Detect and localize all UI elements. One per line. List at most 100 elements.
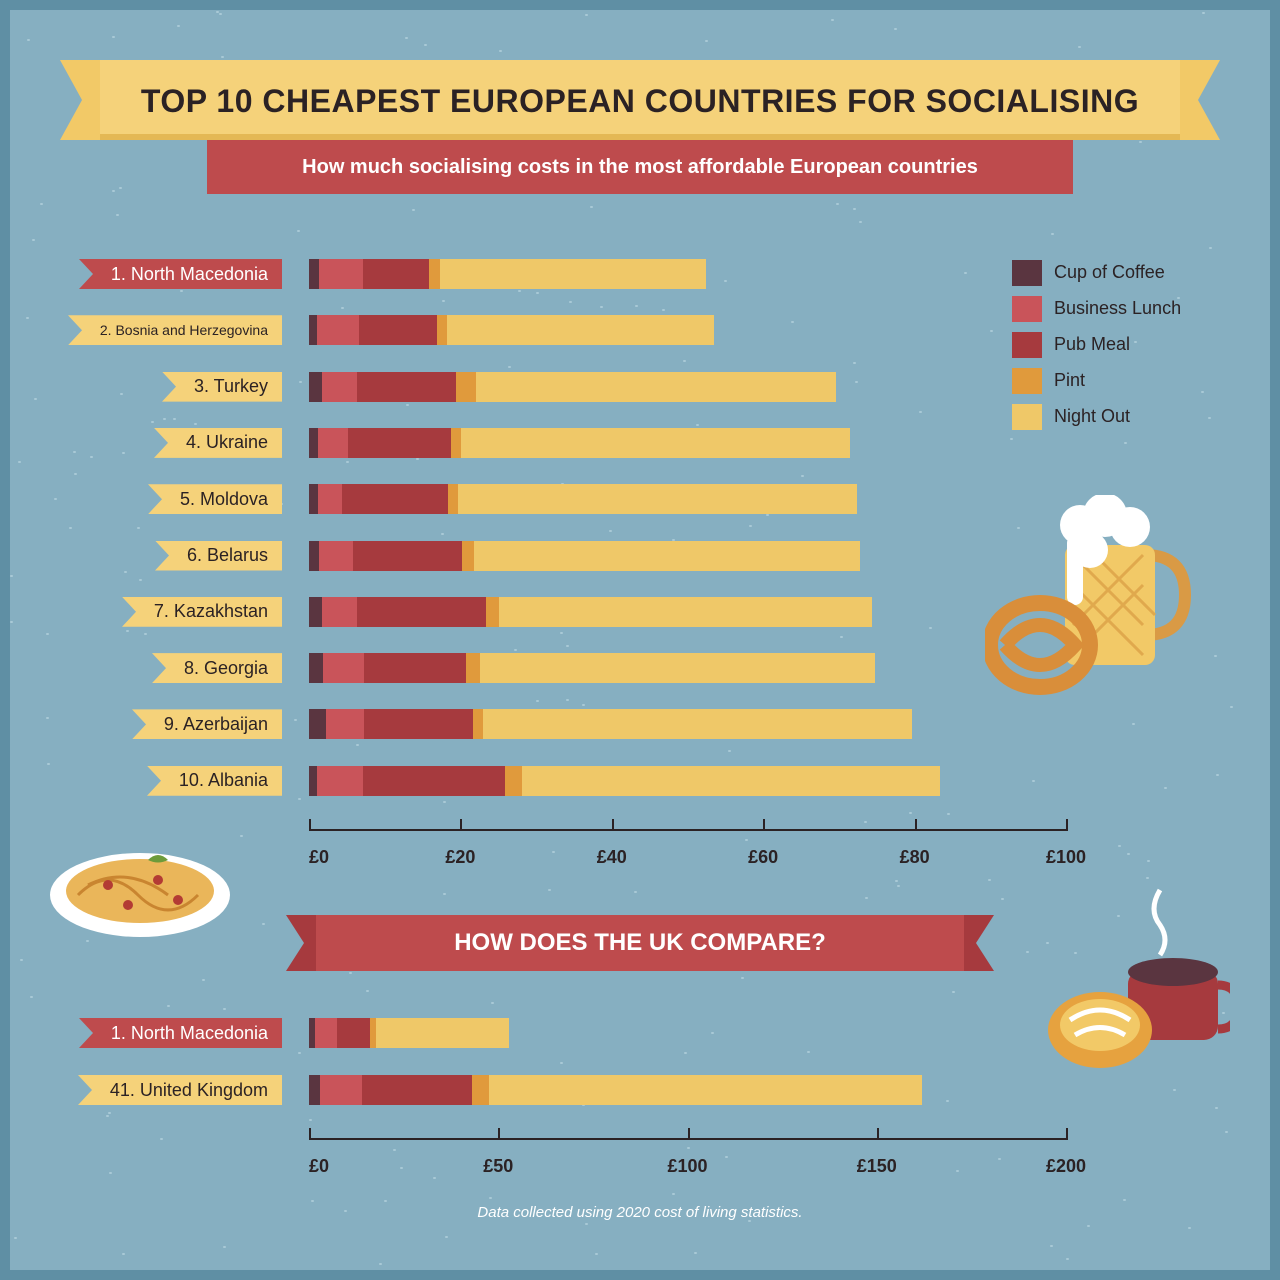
bar-segment-pub-meal: [352, 540, 462, 571]
bar-segment-pint: [448, 484, 459, 515]
background-speck: [10, 621, 13, 623]
bar-segment-pint: [455, 371, 477, 402]
legend-swatch: [1012, 332, 1042, 358]
bar-segment-night-out: [522, 765, 940, 796]
x-axis-tick: [876, 1128, 879, 1138]
background-speck: [297, 230, 300, 232]
stacked-bar: [309, 259, 1066, 289]
bar-segment-business-lunch: [314, 1018, 337, 1048]
x-axis-tick: [687, 1128, 690, 1138]
stacked-bar: [309, 1018, 1066, 1048]
country-label: 10. Albania: [147, 765, 282, 796]
background-speck: [694, 1252, 697, 1254]
background-speck: [112, 190, 115, 192]
bar-segment-business-lunch: [318, 427, 349, 458]
background-speck: [54, 498, 57, 500]
country-label: 3. Turkey: [162, 371, 282, 402]
background-speck: [443, 893, 446, 895]
country-label: 41. United Kingdom: [78, 1075, 282, 1105]
background-speck: [47, 763, 50, 765]
background-speck: [46, 633, 49, 635]
page-title: TOP 10 CHEAPEST EUROPEAN COUNTRIES FOR S…: [140, 82, 1140, 119]
legend-label: Pub Meal: [1054, 334, 1131, 354]
country-label: 1. North Macedonia: [79, 1018, 282, 1048]
legend-swatch: [1012, 296, 1042, 322]
bar-segment-cup-of-coffee: [309, 484, 319, 515]
background-speck: [1139, 141, 1142, 143]
background-speck: [952, 991, 955, 993]
background-speck: [74, 473, 77, 475]
background-speck: [216, 11, 219, 13]
x-tick-label: £0: [308, 847, 330, 867]
background-speck: [1001, 898, 1004, 900]
background-speck: [595, 1253, 598, 1255]
background-speck: [684, 1052, 687, 1054]
background-speck: [223, 1008, 226, 1010]
background-speck: [964, 272, 967, 274]
background-speck: [1118, 845, 1121, 847]
background-speck: [34, 398, 37, 400]
background-speck: [180, 290, 183, 292]
uk-section-banner: [286, 915, 994, 971]
footnote: Data collected using 2020 cost of living…: [477, 1204, 803, 1221]
bar-segment-pub-meal: [357, 596, 487, 627]
background-speck: [442, 300, 445, 302]
background-speck: [1173, 1089, 1176, 1091]
country-label: 4. Ukraine: [154, 427, 282, 458]
background-speck: [705, 40, 708, 42]
background-speck: [1066, 1258, 1069, 1260]
background-speck: [1051, 233, 1054, 235]
background-speck: [299, 381, 302, 383]
background-speck: [672, 539, 675, 541]
stacked-bar: [309, 765, 1066, 796]
legend-item-pint: Pint: [1012, 366, 1232, 396]
bar-segment-pub-meal: [348, 427, 452, 458]
background-speck: [725, 1156, 728, 1158]
background-speck: [298, 798, 301, 800]
background-speck: [548, 889, 551, 891]
legend-item-pub-meal: Pub Meal: [1012, 330, 1232, 360]
background-speck: [853, 362, 856, 364]
bar-segment-night-out: [439, 259, 707, 289]
background-speck: [14, 1237, 17, 1239]
background-speck: [1123, 1199, 1126, 1201]
background-speck: [566, 645, 569, 647]
background-speck: [1134, 341, 1137, 343]
legend-item-coffee: Cup of Coffee: [1012, 258, 1232, 288]
background-speck: [311, 1200, 314, 1202]
legend-item-business-lunch: Business Lunch: [1012, 294, 1232, 324]
background-speck: [1026, 951, 1029, 953]
background-speck: [120, 393, 123, 395]
background-speck: [947, 813, 950, 815]
background-speck: [298, 1052, 301, 1054]
bar-segment-pint: [436, 315, 447, 346]
background-speck: [741, 977, 744, 979]
bar-segment-pint: [473, 709, 484, 740]
stacked-bar: [309, 1075, 1066, 1105]
background-speck: [859, 221, 862, 223]
bar-segment-night-out: [499, 596, 873, 627]
bar-segment-night-out: [461, 427, 851, 458]
background-speck: [40, 203, 43, 205]
bar-segment-cup-of-coffee: [309, 765, 317, 796]
background-speck: [46, 717, 49, 719]
background-speck: [393, 1149, 396, 1151]
background-speck: [508, 366, 511, 368]
background-speck: [687, 1147, 690, 1149]
background-speck: [160, 1138, 163, 1140]
legend-swatch: [1012, 260, 1042, 286]
x-tick-label: £50: [483, 1156, 514, 1176]
bar-segment-pub-meal: [362, 765, 506, 796]
background-speck: [711, 1032, 714, 1034]
background-speck: [1222, 1012, 1225, 1014]
stacked-bar: [309, 709, 1066, 740]
background-speck: [219, 13, 222, 15]
bar-segment-pint: [486, 596, 499, 627]
background-speck: [1147, 860, 1150, 862]
background-speck: [988, 879, 991, 881]
bar-segment-business-lunch: [326, 709, 365, 740]
bar-segment-pint: [505, 765, 523, 796]
x-tick-label: £150: [856, 1156, 897, 1176]
page-subtitle: How much socialising costs in the most a…: [207, 140, 1073, 194]
background-speck: [791, 321, 794, 323]
